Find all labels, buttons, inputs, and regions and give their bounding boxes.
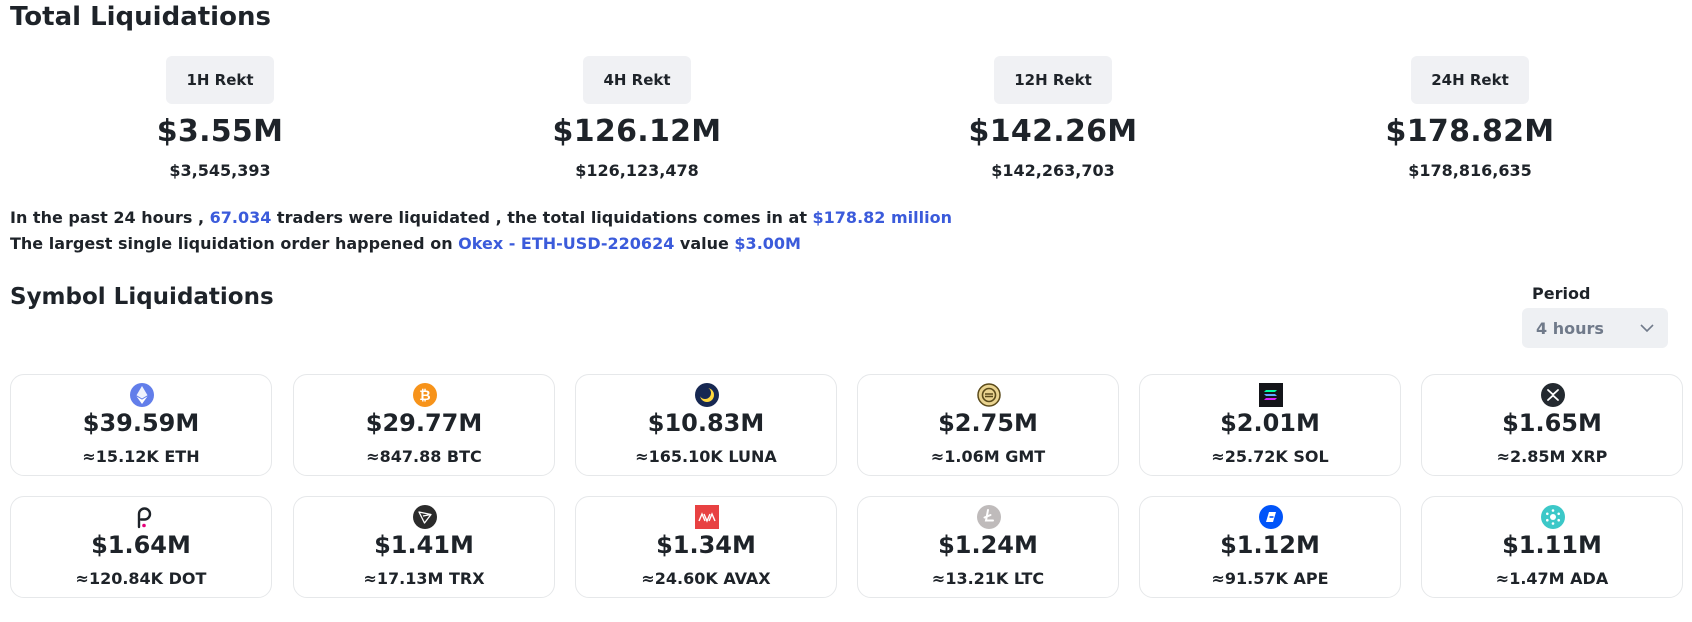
ltc-icon [977,505,1001,529]
symbol-quantity: ≈120.84K DOT [75,569,207,588]
symbol-card-btc[interactable]: ₿ $29.77M ≈847.88 BTC [293,374,555,476]
section-title: Symbol Liquidations [10,284,274,310]
symbol-quantity: ≈15.12K ETH [82,447,200,466]
rekt-amount-12h: $142.26M [968,114,1138,149]
symbol-card-dot[interactable]: $1.64M ≈120.84K DOT [10,496,272,598]
symbol-card-trx[interactable]: $1.41M ≈17.13M TRX [293,496,555,598]
rekt-exact-12h: $142,263,703 [991,161,1115,180]
period-label: Period [1532,284,1591,303]
rekt-tab-12h[interactable]: 12H Rekt [994,56,1112,104]
rekt-tab-4h[interactable]: 4H Rekt [583,56,691,104]
rekt-exact-24h: $178,816,635 [1408,161,1532,180]
ada-icon [1541,505,1565,529]
period-selected-value: 4 hours [1536,318,1604,338]
symbol-card-luna[interactable]: $10.83M ≈165.10K LUNA [575,374,837,476]
summary-text: value [674,234,735,253]
ape-icon [1259,505,1283,529]
rekt-amount-4h: $126.12M [552,114,722,149]
largest-order-value: $3.00M [734,234,801,253]
symbol-amount: $1.41M [374,531,474,559]
symbol-amount: $1.65M [1502,409,1602,437]
symbol-quantity: ≈1.06M GMT [930,447,1046,466]
symbol-card-avax[interactable]: $1.34M ≈24.60K AVAX [575,496,837,598]
symbol-amount: $2.75M [938,409,1038,437]
symbol-quantity: ≈25.72K SOL [1211,447,1329,466]
symbol-amount: $29.77M [365,409,483,437]
symbol-quantity: ≈165.10K LUNA [635,447,777,466]
largest-order-link[interactable]: Okex - ETH-USD-220624 [458,234,675,253]
rekt-amount-1h: $3.55M [156,114,284,149]
summary-text: In the past 24 hours , [10,208,210,227]
symbol-amount: $10.83M [647,409,765,437]
rekt-exact-4h: $126,123,478 [575,161,699,180]
symbol-quantity: ≈2.85M XRP [1496,447,1608,466]
btc-icon: ₿ [413,383,437,407]
symbol-amount: $2.01M [1220,409,1320,437]
rekt-1h: 1H Rekt $3.55M $3,545,393 [70,56,370,180]
rekt-24h: 24H Rekt $178.82M $178,816,635 [1320,56,1620,180]
summary-line-2: The largest single liquidation order hap… [10,231,952,257]
symbol-amount: $39.59M [82,409,200,437]
symbol-card-eth[interactable]: $39.59M ≈15.12K ETH [10,374,272,476]
symbol-card-sol[interactable]: $2.01M ≈25.72K SOL [1139,374,1401,476]
rekt-4h: 4H Rekt $126.12M $126,123,478 [487,56,787,180]
rekt-exact-1h: $3,545,393 [169,161,271,180]
total-liquidations-value: $178.82 million [812,208,952,227]
summary-text: traders were liquidated , the total liqu… [271,208,813,227]
svg-text:₿: ₿ [419,388,430,404]
symbol-amount: $1.64M [91,531,191,559]
period-select[interactable]: 4 hours [1522,308,1668,348]
gmt-icon [977,383,1001,407]
symbol-card-gmt[interactable]: $2.75M ≈1.06M GMT [857,374,1119,476]
xrp-icon [1541,383,1565,407]
page-title: Total Liquidations [10,2,271,32]
symbol-amount: $1.12M [1220,531,1320,559]
symbol-quantity: ≈91.57K APE [1211,569,1329,588]
liquidation-summary: In the past 24 hours , 67.034 traders we… [10,205,952,257]
summary-text: The largest single liquidation order hap… [10,234,459,253]
symbol-amount: $1.24M [938,531,1038,559]
avax-icon [695,505,719,529]
symbol-quantity: ≈13.21K LTC [931,569,1045,588]
symbol-card-ape[interactable]: $1.12M ≈91.57K APE [1139,496,1401,598]
dot-icon [137,507,152,529]
symbol-card-ltc[interactable]: $1.24M ≈13.21K LTC [857,496,1119,598]
rekt-12h: 12H Rekt $142.26M $142,263,703 [903,56,1203,180]
symbol-card-ada[interactable]: $1.11M ≈1.47M ADA [1421,496,1683,598]
symbol-card-xrp[interactable]: $1.65M ≈2.85M XRP [1421,374,1683,476]
chevron-down-icon [1640,324,1654,333]
luna-icon [695,383,719,407]
symbol-amount: $1.34M [656,531,756,559]
symbol-quantity: ≈17.13M TRX [363,569,485,588]
traders-count: 67.034 [209,208,272,227]
summary-line-1: In the past 24 hours , 67.034 traders we… [10,205,952,231]
rekt-amount-24h: $178.82M [1385,114,1555,149]
rekt-tab-24h[interactable]: 24H Rekt [1411,56,1529,104]
trx-icon [413,505,437,529]
symbol-quantity: ≈24.60K AVAX [641,569,771,588]
sol-icon [1259,383,1283,407]
symbol-amount: $1.11M [1502,531,1602,559]
eth-icon [130,383,154,407]
symbol-quantity: ≈847.88 BTC [366,447,482,466]
rekt-tab-1h[interactable]: 1H Rekt [166,56,274,104]
symbol-quantity: ≈1.47M ADA [1495,569,1609,588]
